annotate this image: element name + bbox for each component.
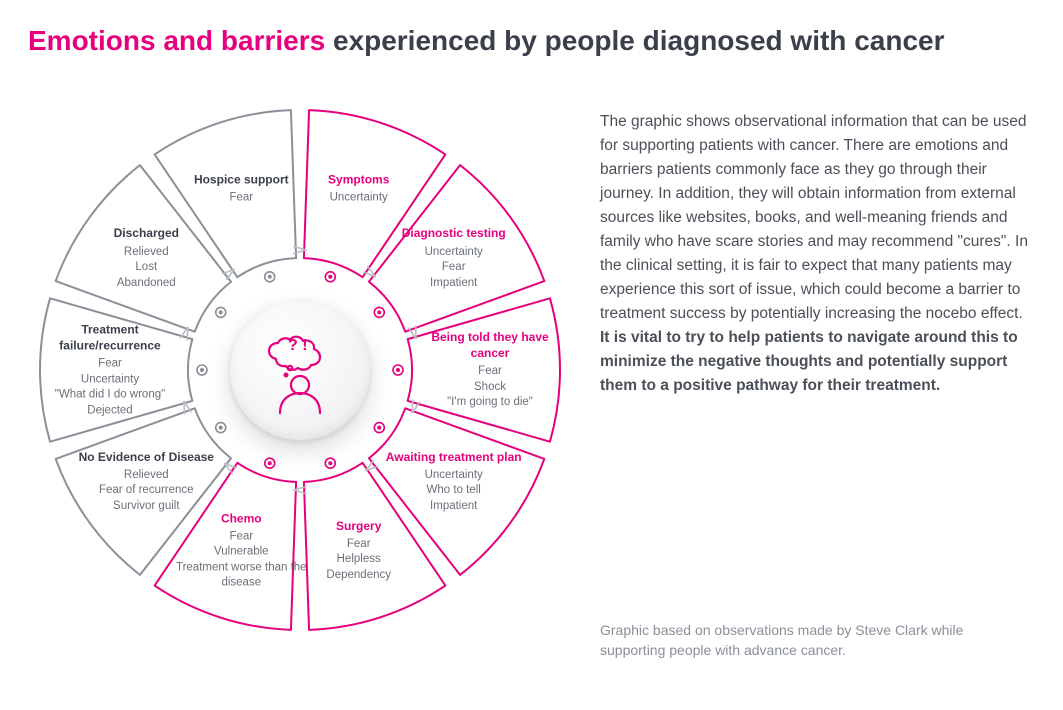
segment-item: Relieved: [76, 245, 216, 261]
wheel-diagram: SymptomsUncertaintyDiagnostic testingUnc…: [20, 90, 580, 650]
segment-item: Uncertainty: [384, 468, 524, 484]
person-thinking-icon: ? !: [260, 325, 340, 415]
segment-label: No Evidence of Disease RelievedFear of re…: [76, 449, 216, 515]
segment-item: Fear: [40, 357, 180, 373]
svg-text:? !: ? !: [288, 337, 308, 354]
segment-item: Fear: [171, 191, 311, 207]
segment-label: ChemoFearVulnerableTreatment worse than …: [171, 510, 311, 591]
segment-label: Being told they have cancer FearShock"I'm…: [420, 329, 560, 411]
segment-item: Relieved: [76, 468, 216, 484]
segment-label: Hospice support Fear: [171, 172, 311, 207]
segment-title: No Evidence of Disease: [76, 449, 216, 465]
center-icon-disc: ? !: [230, 300, 370, 440]
segment-title: Diagnostic testing: [384, 225, 524, 241]
segment-item: Vulnerable: [171, 545, 311, 561]
segment-item: Fear: [420, 364, 560, 380]
segment-item: Shock: [420, 380, 560, 396]
segment-label: Treatment failure/recurrence FearUncertai…: [40, 321, 180, 418]
segment-title: Discharged: [76, 225, 216, 241]
segment-title: Treatment failure/recurrence: [40, 321, 180, 353]
segment-label: Discharged RelievedLostAbandoned: [76, 225, 216, 291]
segment-item: Uncertainty: [384, 245, 524, 261]
title-rest: experienced by people diagnosed with can…: [325, 25, 944, 56]
description-paragraph: The graphic shows observational informat…: [600, 110, 1030, 398]
segment-item: Who to tell: [384, 484, 524, 500]
segment-label: Diagnostic testing UncertaintyFearImpatie…: [384, 225, 524, 291]
segment-item: Impatient: [384, 499, 524, 515]
description-bold: It is vital to try to help patients to n…: [600, 329, 1018, 394]
attribution-text: Graphic based on observations made by St…: [600, 620, 1030, 661]
segment-title: Awaiting treatment plan: [384, 449, 524, 465]
segment-item: Survivor guilt: [76, 499, 216, 515]
segment-item: "What did I do wrong": [40, 388, 180, 404]
segment-item: Impatient: [384, 276, 524, 292]
segment-item: "I'm going to die": [420, 395, 560, 411]
segment-title: Hospice support: [171, 172, 311, 188]
segment-item: Uncertainty: [40, 372, 180, 388]
segment-title: Being told they have cancer: [420, 329, 560, 361]
segment-item: Fear: [384, 260, 524, 276]
page-title: Emotions and barriers experienced by peo…: [28, 24, 944, 58]
segment-item: Fear: [171, 529, 311, 545]
segment-item: Fear of recurrence: [76, 484, 216, 500]
segment-item: Abandoned: [76, 276, 216, 292]
segment-item: Dejected: [40, 403, 180, 419]
segment-label: Awaiting treatment plan UncertaintyWho to…: [384, 449, 524, 515]
description-body: The graphic shows observational informat…: [600, 113, 1028, 322]
segment-item: Treatment worse than the disease: [171, 560, 311, 591]
segment-item: Lost: [76, 260, 216, 276]
title-accent: Emotions and barriers: [28, 25, 325, 56]
